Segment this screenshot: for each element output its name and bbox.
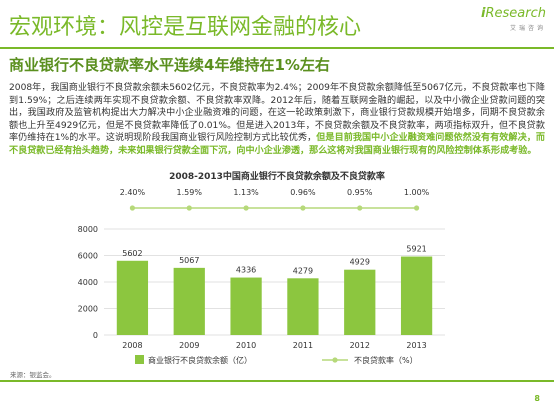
page-subtitle: 商业银行不良贷款率水平连续4年维持在1%左右 — [9, 56, 330, 74]
logo-text: Research — [485, 6, 547, 21]
footer-divider — [0, 380, 554, 382]
bar-2012 — [344, 269, 376, 335]
y-tick-label: 4000 — [78, 278, 98, 287]
x-tick-label: 2009 — [179, 341, 199, 350]
bar-2010 — [230, 277, 262, 335]
bar-value-label: 4336 — [236, 266, 256, 275]
rate-point-2010 — [243, 205, 249, 211]
body-paragraph: 2008年，我国商业银行不良贷款余额未5602亿元，不良贷款率为2.4%；200… — [9, 82, 545, 157]
legend-bar-label: 商业银行不良贷款余额（亿） — [148, 355, 252, 365]
rate-value-label: 0.95% — [347, 188, 373, 197]
rate-point-2011 — [300, 205, 306, 211]
x-tick-label: 2010 — [236, 341, 256, 350]
rate-point-2012 — [357, 205, 363, 211]
y-tick-label: 8000 — [78, 225, 98, 234]
y-tick-label: 2000 — [78, 305, 98, 314]
bar-2013 — [400, 256, 433, 335]
rate-value-label: 1.59% — [177, 188, 203, 197]
rate-point-2009 — [186, 205, 192, 211]
x-tick-label: 2012 — [350, 341, 370, 350]
bar-value-label: 4929 — [350, 258, 370, 267]
bar-2008 — [116, 260, 149, 335]
page-title: 宏观环境：风控是互联网金融的核心 — [9, 15, 362, 40]
rate-value-label: 1.13% — [233, 188, 259, 197]
legend-bar-swatch — [135, 355, 144, 364]
header-divider — [0, 47, 554, 49]
rate-point-2013 — [413, 205, 420, 211]
bar-value-label: 5921 — [406, 245, 426, 254]
logo-subtext: 艾瑞咨询 — [509, 25, 546, 32]
rate-value-label: 1.00% — [404, 188, 430, 197]
chart-title: 2008-2013中国商业银行不良贷款余额及不良贷款率 — [169, 172, 385, 182]
logo-i-glyph: i — [481, 6, 486, 21]
x-tick-label: 2013 — [406, 341, 426, 350]
source-note: 来源：银监会。 — [10, 371, 56, 379]
rate-point-2008 — [129, 205, 136, 211]
x-tick-label: 2011 — [293, 341, 313, 350]
page-number: 8 — [534, 394, 540, 403]
y-tick-label: 6000 — [78, 252, 98, 261]
iresearch-logo: i Research 艾瑞咨询 — [481, 6, 547, 36]
body-text-highlight: 但是目前我国中小企业融资难问题依然没有有效解决，而不良贷款已经有抬头趋势，未来如… — [9, 133, 545, 156]
legend-line-marker — [332, 357, 338, 363]
bar-value-label: 5067 — [179, 256, 199, 265]
rate-value-label: 0.96% — [290, 188, 316, 197]
rate-value-label: 2.40% — [120, 188, 146, 197]
body-text-normal: 2008年，我国商业银行不良贷款余额未5602亿元，不良贷款率为2.4%；200… — [9, 83, 545, 143]
bar-2009 — [173, 267, 205, 335]
y-tick-label: 0 — [93, 331, 98, 340]
bar-value-label: 4279 — [293, 266, 313, 275]
legend-line-label: 不良贷款率（%） — [354, 355, 418, 365]
bar-value-label: 5602 — [122, 249, 142, 258]
x-tick-label: 2008 — [122, 341, 142, 350]
bar-2011 — [287, 278, 319, 335]
